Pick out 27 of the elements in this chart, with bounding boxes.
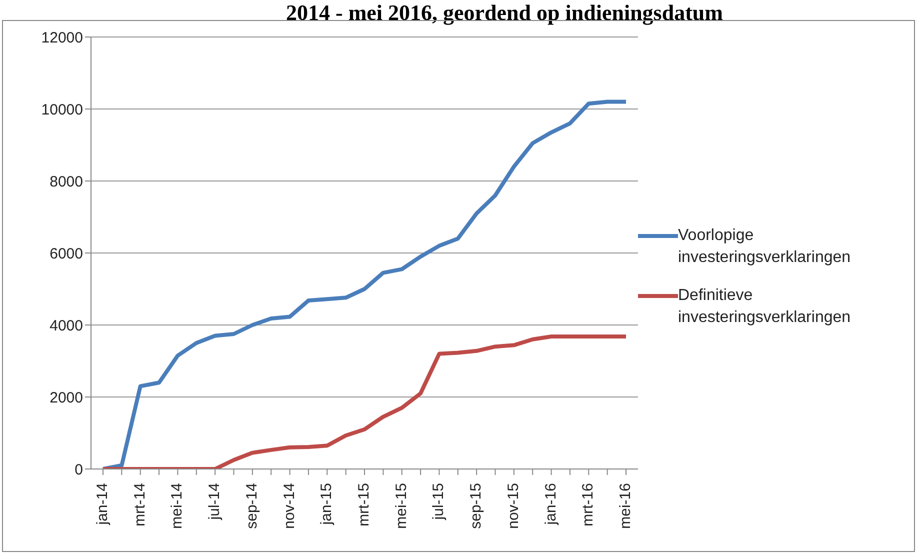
y-tick-label: 2000	[50, 389, 83, 406]
x-tick-label: mrt-15	[355, 483, 372, 526]
legend-label: Voorlopige investeringsverklaringen	[678, 226, 852, 268]
x-tick-label: mei-16	[616, 483, 634, 529]
x-tick-label: jan-14	[94, 483, 111, 526]
x-tick-label: sep-14	[243, 483, 260, 529]
y-tick-label: 6000	[50, 245, 83, 262]
line-series	[101, 334, 628, 469]
x-tick-label: jan-15	[318, 483, 336, 526]
x-tick-label: mrt-16	[580, 483, 597, 526]
x-tick-label: mei-14	[168, 483, 186, 529]
legend-label: Definitieve investeringsverklaringen	[678, 286, 852, 328]
x-tick-label: nov-14	[280, 483, 298, 529]
x-tick-label: mei-15	[392, 483, 410, 529]
chart-title: 2014 - mei 2016, geordend op indieningsdatum	[285, 0, 724, 25]
x-tick-label: jan-16	[542, 483, 560, 526]
x-tick-label: mrt-14	[131, 483, 148, 526]
x-tick-label: sep-15	[468, 483, 485, 529]
y-tick-label: 12000	[41, 29, 83, 46]
x-tick-label: jul-14	[206, 483, 224, 521]
x-tick-label: nov-15	[504, 483, 522, 529]
y-tick-label: 10000	[41, 101, 83, 118]
x-tick-label: jul-15	[430, 483, 448, 521]
y-tick-label: 8000	[50, 173, 83, 190]
y-tick-label: 0	[74, 461, 83, 478]
line-series	[101, 100, 628, 469]
y-tick-label: 4000	[50, 317, 83, 334]
